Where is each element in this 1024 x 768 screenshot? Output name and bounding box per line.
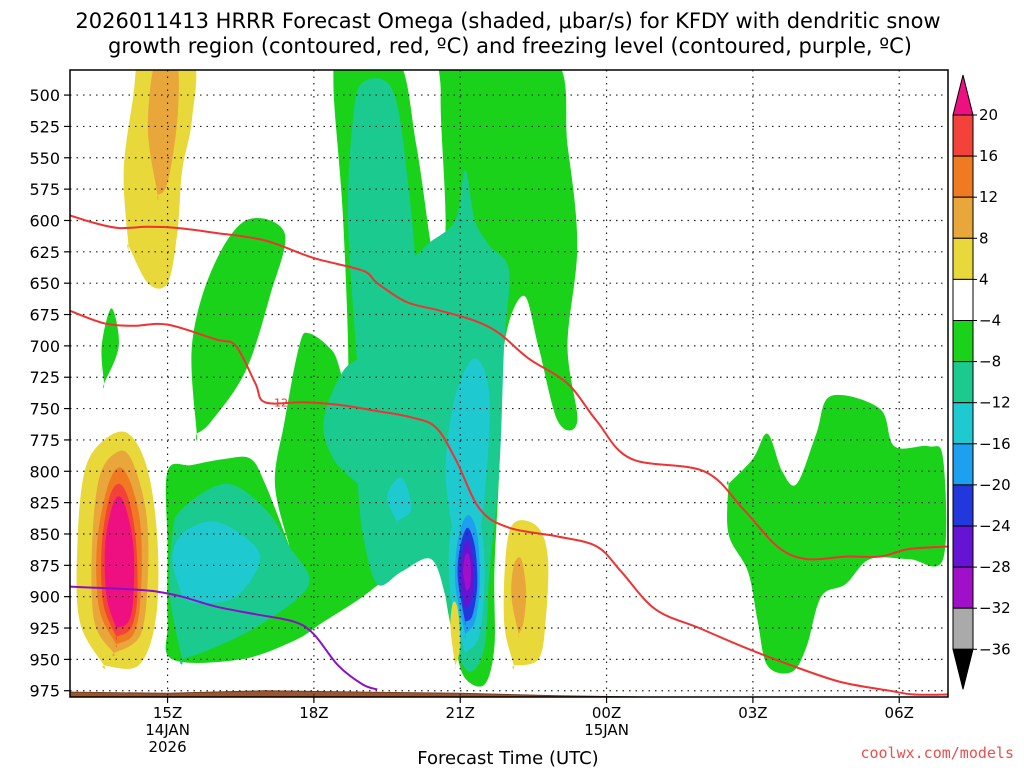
colorbar: 20 16 12 8 4 −4 −8 −12 −16 −20 −24 −28 −32 −36 <box>952 74 1011 690</box>
colorbar-label: −16 <box>979 435 1011 453</box>
y-tick-label: 750 <box>29 400 60 419</box>
omega-shading-layer <box>76 70 947 687</box>
colorbar-bin <box>952 484 974 527</box>
y-tick-label: 625 <box>29 243 60 262</box>
y-tick-label: 950 <box>29 650 60 669</box>
y-tick-label: 825 <box>29 494 60 513</box>
colorbar-bin <box>952 278 974 321</box>
colorbar-label: −36 <box>979 640 1011 658</box>
omega-region-16 <box>147 70 179 201</box>
x-tick-label: 03Z <box>738 704 767 722</box>
omega-region-1 <box>191 218 286 441</box>
chart-title-line-2: growth region (contoured, red, ºC) and f… <box>108 34 912 58</box>
y-tick-label: 675 <box>29 306 60 325</box>
grid-layer <box>70 70 948 697</box>
colorbar-label: −28 <box>979 558 1011 576</box>
x-tick-label: 00Z <box>592 704 621 722</box>
y-tick-label: 900 <box>29 588 60 607</box>
colorbar-label: −12 <box>979 394 1011 412</box>
colorbar-bin <box>952 155 974 198</box>
freezing-level-contour <box>70 585 378 691</box>
ground-surface <box>70 690 948 697</box>
x-tick-label: 06Z <box>885 704 914 722</box>
omega-region-9 <box>387 477 412 524</box>
omega-region-21 <box>104 496 135 631</box>
y-tick-label: 850 <box>29 525 60 544</box>
omega-region-23 <box>511 557 527 638</box>
dgz-top-contour <box>70 214 948 561</box>
y-tick-label: 875 <box>29 556 60 575</box>
colorbar-label: −8 <box>979 353 1001 371</box>
colorbar-bin <box>952 525 974 568</box>
x-tick-sublabel: 15JAN <box>584 721 629 739</box>
colorbar-bin <box>952 361 974 404</box>
colorbar-bin <box>952 237 974 280</box>
site-credit: coolwx.com/models <box>860 744 1014 762</box>
omega-region-3 <box>101 308 119 389</box>
colorbar-label: 12 <box>979 188 998 206</box>
colorbar-top-arrow <box>952 74 974 116</box>
ground-layer <box>70 690 948 697</box>
y-tick-label: 575 <box>29 180 60 199</box>
colorbar-label: −20 <box>979 476 1011 494</box>
colorbar-label: 4 <box>979 270 989 288</box>
omega-region-5 <box>347 78 417 422</box>
colorbar-bin <box>952 114 974 157</box>
plot-frame <box>69 69 949 698</box>
omega-region-14 <box>463 553 472 592</box>
omega-region-7 <box>445 358 490 553</box>
y-tick-label: 775 <box>29 431 60 450</box>
colorbar-label: 16 <box>979 147 998 165</box>
x-tick-label: 18Z <box>299 704 328 722</box>
contour-layer: -12 <box>70 214 948 696</box>
colorbar-bin <box>952 196 974 239</box>
colorbar-bottom-arrow <box>952 648 974 690</box>
y-tick-label: 500 <box>29 86 60 105</box>
colorbar-label: −4 <box>979 312 1001 330</box>
x-tick-sublabel: 2026 <box>148 738 186 756</box>
colorbar-label: 8 <box>979 229 989 247</box>
y-tick-label: 975 <box>29 682 60 701</box>
dgz-contour-label: -12 <box>270 396 288 409</box>
omega-region-24 <box>450 601 461 670</box>
colorbar-bin <box>952 402 974 445</box>
x-tick-label: 21Z <box>446 704 475 722</box>
colorbar-bin <box>952 443 974 486</box>
chart-title-line-1: 2026011413 HRRR Forecast Omega (shaded, … <box>75 9 940 33</box>
colorbar-label: 20 <box>979 106 998 124</box>
colorbar-bin <box>952 566 974 609</box>
y-tick-label: 525 <box>29 117 60 136</box>
y-tick-label: 700 <box>29 337 60 356</box>
dgz-bottom-contour <box>70 309 948 696</box>
x-tick-sublabel: 14JAN <box>145 721 190 739</box>
y-tick-label: 650 <box>29 274 60 293</box>
y-tick-label: 550 <box>29 149 60 168</box>
x-axis-title: Forecast Time (UTC) <box>417 748 598 768</box>
colorbar-bin <box>952 320 974 363</box>
y-tick-label: 925 <box>29 619 60 638</box>
y-axis: 500 525 550 575 600 625 650 675 700 725 750 775 800 8… <box>29 86 70 701</box>
y-tick-label: 600 <box>29 211 60 230</box>
y-tick-label: 800 <box>29 462 60 481</box>
omega-region-2 <box>726 394 947 674</box>
colorbar-bin <box>952 607 974 650</box>
y-tick-label: 725 <box>29 368 60 387</box>
x-tick-label: 15Z <box>153 704 182 722</box>
omega-region-8 <box>172 521 261 604</box>
colorbar-label: −32 <box>979 599 1011 617</box>
plot-area: -12 <box>70 70 948 697</box>
colorbar-label: −24 <box>979 517 1011 535</box>
